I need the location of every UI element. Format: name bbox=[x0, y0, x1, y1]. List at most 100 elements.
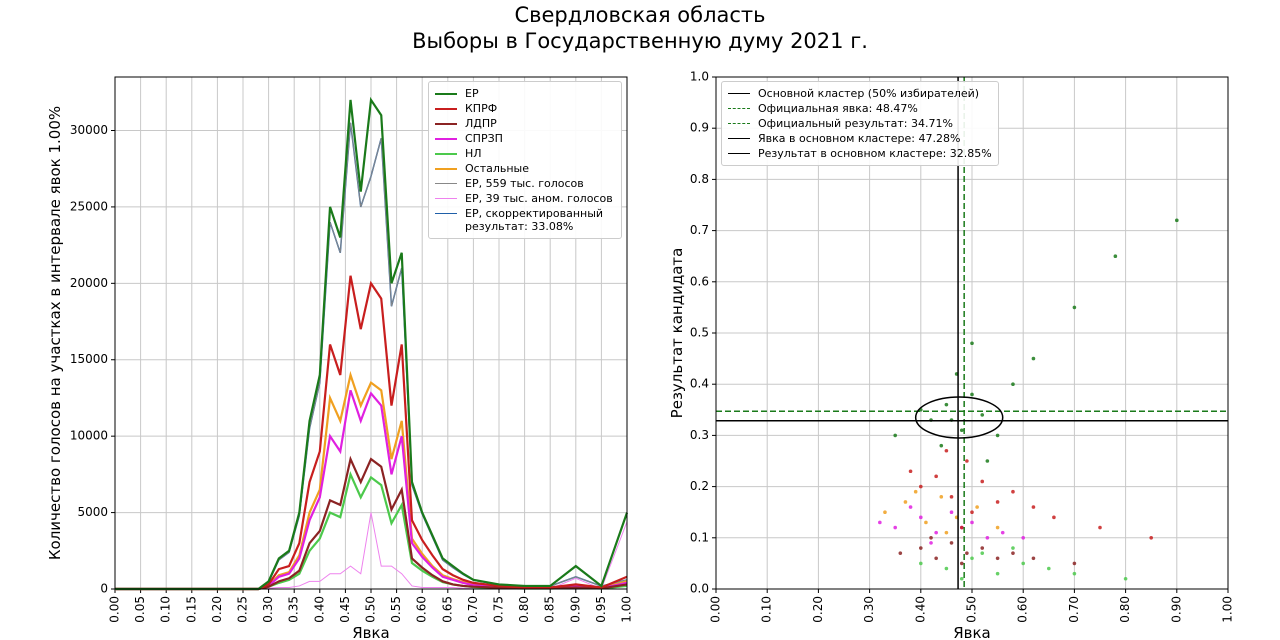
x-tick-label: 0.15 bbox=[184, 596, 198, 623]
legend-entry: Официальная явка: 48.47% bbox=[728, 102, 992, 115]
scatter-point bbox=[893, 433, 897, 438]
x-tick-label: 1.00 bbox=[1221, 596, 1235, 623]
scatter-point bbox=[949, 495, 954, 499]
x-tick-label: 0.20 bbox=[210, 596, 224, 623]
scatter-point bbox=[1031, 356, 1036, 361]
scatter-point bbox=[1072, 561, 1077, 566]
legend-swatch bbox=[435, 93, 457, 95]
legend-entry: КПРФ bbox=[435, 102, 615, 115]
x-tick-label: 0.60 bbox=[1016, 596, 1030, 623]
y-tick-label: 0.2 bbox=[690, 479, 709, 493]
x-tick-label: 0.30 bbox=[261, 596, 275, 623]
y-tick-label: 15000 bbox=[70, 352, 108, 366]
scatter-point bbox=[959, 561, 964, 566]
x-tick-label: 0.50 bbox=[965, 596, 979, 623]
scatter-point bbox=[1123, 576, 1128, 581]
scatter-point bbox=[980, 479, 985, 484]
scatter-point bbox=[1011, 382, 1015, 387]
scatter-point bbox=[944, 448, 949, 453]
scatter-point bbox=[944, 402, 949, 407]
scatter-point bbox=[970, 510, 974, 514]
scatter-point bbox=[975, 505, 979, 509]
y-tick-label: 25000 bbox=[70, 199, 108, 213]
x-tick-label: 0.90 bbox=[1169, 596, 1183, 623]
scatter-point bbox=[1047, 566, 1051, 571]
scatter-point bbox=[1031, 556, 1036, 561]
scatter-point bbox=[934, 530, 938, 535]
scatter-point bbox=[1098, 525, 1102, 530]
y-tick-label: 1.0 bbox=[690, 70, 709, 84]
y-tick-label: 0.4 bbox=[690, 377, 709, 391]
scatter-point bbox=[1021, 561, 1025, 566]
scatter-point bbox=[1011, 551, 1015, 555]
series-line bbox=[115, 455, 628, 591]
legend-label: СПРЗП bbox=[465, 132, 503, 145]
legend-label: Результат в основном кластере: 32.85% bbox=[758, 147, 992, 160]
scatter-point bbox=[934, 474, 938, 479]
y-tick-label: 0.8 bbox=[690, 172, 709, 186]
x-axis-label: Явка bbox=[352, 624, 390, 640]
x-tick-label: 0.25 bbox=[236, 596, 250, 623]
scatter-point bbox=[934, 556, 938, 561]
y-tick-label: 0.1 bbox=[690, 530, 709, 544]
plot-frame bbox=[715, 76, 1229, 590]
legend-swatch bbox=[728, 123, 750, 124]
scatter-point bbox=[944, 566, 949, 571]
x-tick-label: 0.40 bbox=[913, 596, 927, 623]
scatter-point bbox=[959, 576, 964, 581]
scatter-point bbox=[1175, 218, 1179, 223]
legend-entry: СПРЗП bbox=[435, 132, 615, 145]
scatter-point bbox=[924, 520, 928, 525]
legend-label: ЕР bbox=[465, 87, 479, 100]
scatter-point bbox=[980, 551, 985, 555]
y-tick-label: 30000 bbox=[70, 123, 108, 137]
scatter-point bbox=[919, 484, 923, 489]
scatter-point bbox=[1149, 536, 1153, 540]
legend: Основной кластер (50% избирателей) Официа… bbox=[721, 81, 999, 166]
legend-swatch bbox=[435, 168, 457, 170]
x-tick-label: 0.10 bbox=[760, 596, 774, 623]
legend-swatch bbox=[435, 213, 457, 214]
x-tick-label: 0.80 bbox=[1118, 596, 1132, 623]
scatter-point bbox=[919, 561, 923, 566]
legend-label: ЕР, 39 тыс. аном. голосов bbox=[465, 192, 613, 205]
legend-swatch bbox=[435, 183, 457, 184]
legend: ЕР КПРФ ЛДПР СПРЗП НЛ Остальные ЕР, 559 тыс. г… bbox=[428, 81, 622, 239]
x-tick-label: 1.00 bbox=[620, 596, 634, 623]
chart-title: Свердловская область bbox=[514, 3, 765, 27]
legend-label: Остальные bbox=[465, 162, 530, 175]
y-tick-label: 0.0 bbox=[690, 582, 709, 596]
legend-swatch bbox=[435, 153, 457, 155]
scatter-point bbox=[903, 500, 908, 504]
scatter-point bbox=[995, 556, 1000, 561]
x-tick-label: 0.80 bbox=[517, 596, 531, 623]
scatter-point bbox=[1031, 505, 1036, 509]
legend-swatch bbox=[435, 108, 457, 110]
x-tick-label: 0.55 bbox=[389, 596, 403, 623]
scatter-point bbox=[1021, 536, 1025, 540]
cluster-ellipse bbox=[914, 396, 1004, 439]
legend-label: НЛ bbox=[465, 147, 482, 160]
scatter-point bbox=[965, 551, 969, 555]
legend-label: Официальный результат: 34.71% bbox=[758, 117, 953, 130]
x-axis-label: Явка bbox=[953, 624, 991, 640]
legend-entry: Основной кластер (50% избирателей) bbox=[728, 87, 992, 100]
legend-swatch bbox=[728, 93, 750, 94]
x-tick-label: 0.75 bbox=[492, 596, 506, 623]
scatter-point bbox=[970, 556, 974, 561]
scatter-point bbox=[995, 433, 1000, 438]
x-tick-label: 0.10 bbox=[159, 596, 173, 623]
scatter-point bbox=[898, 551, 903, 555]
x-tick-label: 0.70 bbox=[466, 596, 480, 623]
x-tick-label: 0.65 bbox=[440, 596, 454, 623]
y-tick-label: 0.3 bbox=[690, 428, 709, 442]
x-tick-label: 0.60 bbox=[415, 596, 429, 623]
scatter-point bbox=[929, 541, 933, 545]
scatter-point bbox=[995, 571, 1000, 576]
x-tick-label: 0.50 bbox=[364, 596, 378, 623]
legend-swatch bbox=[728, 108, 750, 109]
scatter-point bbox=[995, 525, 1000, 530]
scatter-point bbox=[878, 520, 882, 525]
scatter-point bbox=[959, 525, 964, 530]
x-tick-label: 0.85 bbox=[543, 596, 557, 623]
